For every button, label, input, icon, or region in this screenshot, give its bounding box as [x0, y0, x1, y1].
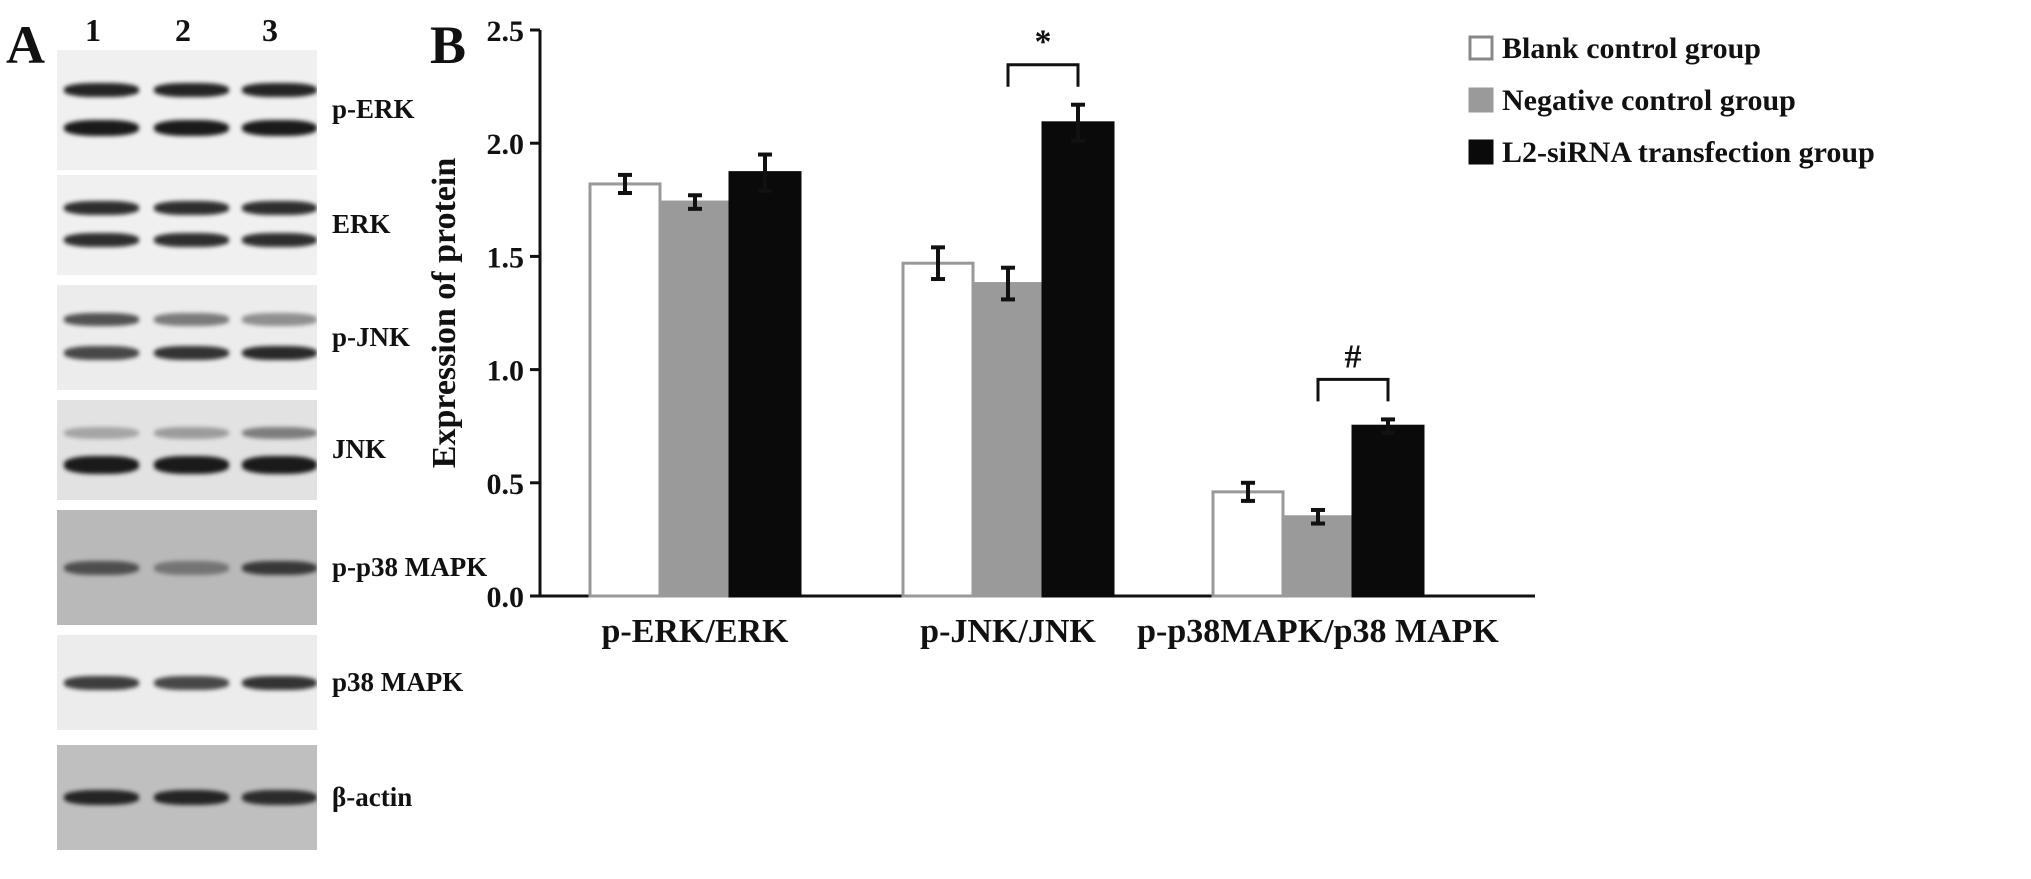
blot-band — [154, 313, 229, 326]
significance-bracket — [1316, 377, 1390, 402]
y-axis-title: Expression of protein — [426, 158, 463, 469]
blot-band — [242, 346, 317, 361]
blot-band — [64, 560, 139, 575]
blot-strip — [57, 510, 317, 625]
bar-0-2 — [1211, 490, 1285, 598]
legend-label: L2-siRNA transfection group — [1502, 136, 1875, 169]
blot-strip — [57, 745, 317, 850]
blot-label: β-actin — [332, 781, 413, 812]
blot-band — [64, 119, 139, 137]
legend-swatch — [1468, 35, 1494, 61]
legend-swatch — [1468, 139, 1494, 165]
blot-strip — [57, 50, 317, 170]
bar-2-0 — [728, 171, 802, 598]
significance-mark: # — [1345, 338, 1362, 375]
blot-band — [154, 455, 229, 475]
blot-band — [64, 789, 139, 806]
blot-band — [154, 119, 229, 137]
lane-label-3: 3 — [262, 12, 278, 48]
y-tick-label: 2.0 — [487, 128, 525, 161]
y-tick-label: 1.0 — [487, 355, 525, 388]
lane-label-2: 2 — [175, 12, 191, 48]
significance-mark: * — [1035, 24, 1052, 61]
blot-band — [242, 201, 317, 215]
blot-strip — [57, 285, 317, 390]
y-tick-label: 0.5 — [487, 468, 525, 501]
blot-band — [64, 346, 139, 361]
legend-swatch — [1468, 87, 1494, 113]
blot-band — [64, 675, 139, 690]
bar-1-2 — [1281, 515, 1355, 598]
blot-label: p38 MAPK — [332, 666, 464, 697]
blot-band — [242, 675, 317, 690]
blot-strip — [57, 635, 317, 730]
blot-band — [154, 426, 229, 440]
y-tick-label: 0.0 — [487, 581, 525, 614]
significance-bracket — [1006, 63, 1080, 87]
blot-label: JNK — [332, 434, 386, 464]
lane-label-1: 1 — [85, 12, 101, 48]
blot-band — [242, 233, 317, 247]
blot-band — [242, 426, 317, 440]
blot-band — [64, 82, 139, 97]
legend-label: Blank control group — [1502, 32, 1761, 65]
blot-band — [154, 346, 229, 361]
blot-label: ERK — [332, 209, 391, 239]
blot-band — [64, 313, 139, 326]
y-tick-label: 2.5 — [487, 15, 525, 48]
blot-band — [242, 313, 317, 326]
blot-band — [64, 201, 139, 215]
blot-band — [154, 201, 229, 215]
blot-band — [64, 426, 139, 440]
bar-0-1 — [901, 261, 975, 598]
blot-strip — [57, 175, 317, 275]
blot-band — [64, 455, 139, 475]
blot-band — [242, 789, 317, 806]
blot-band — [154, 789, 229, 806]
y-tick-label: 1.5 — [487, 241, 525, 274]
panel-a-letter: A — [6, 15, 45, 75]
x-category-label: p-p38MAPK/p38 MAPK — [1137, 613, 1499, 650]
blot-band — [242, 560, 317, 575]
blot-label: p-ERK — [332, 94, 415, 124]
bar-2-2 — [1351, 424, 1425, 598]
panel-b-letter: B — [430, 15, 467, 75]
blot-label: p-p38 MAPK — [332, 551, 488, 582]
bar-1-1 — [971, 282, 1045, 598]
blot-band — [154, 675, 229, 690]
blot-band — [242, 119, 317, 137]
legend-label: Negative control group — [1502, 84, 1796, 117]
blot-label: p-JNK — [332, 321, 411, 352]
x-category-label: p-JNK/JNK — [920, 613, 1096, 650]
blot-strip — [57, 400, 317, 500]
bar-1-0 — [658, 200, 732, 598]
x-category-label: p-ERK/ERK — [601, 613, 789, 650]
bar-0-0 — [588, 182, 662, 598]
blot-band — [242, 455, 317, 475]
blot-band — [154, 233, 229, 247]
bar-2-1 — [1041, 121, 1115, 598]
blot-band — [154, 560, 229, 575]
blot-band — [154, 82, 229, 97]
blot-band — [64, 233, 139, 247]
blot-band — [242, 82, 317, 97]
